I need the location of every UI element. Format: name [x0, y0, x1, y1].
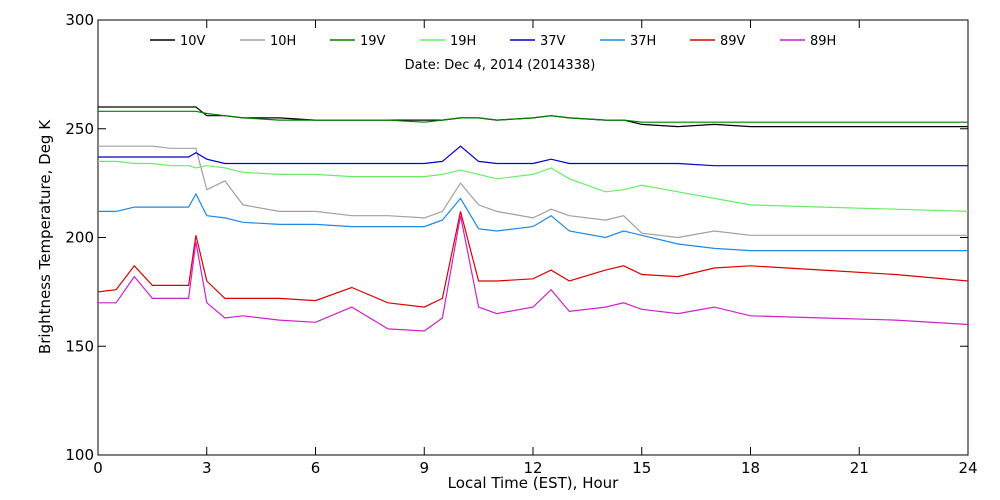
x-tick-label: 24 — [958, 459, 977, 477]
legend-label-37v: 37V — [540, 34, 566, 49]
legend-label-10h: 10H — [270, 34, 296, 49]
x-tick-label: 3 — [202, 459, 212, 477]
legend-label-89h: 89H — [810, 34, 836, 49]
series-line-37v — [98, 145, 968, 167]
legend-label-19h: 19H — [450, 34, 476, 49]
x-tick-label: 15 — [632, 459, 651, 477]
series-layer — [97, 106, 969, 332]
legend-label-19v: 19V — [360, 34, 386, 49]
y-tick-label: 300 — [65, 11, 94, 29]
x-tick-label: 6 — [311, 459, 321, 477]
plot-area-frame — [97, 19, 969, 456]
ticks-layer: 0 3 6 9 12 15 18 21 24 100 150 200 250 300 — [65, 11, 977, 477]
date-annotation: Date: Dec 4, 2014 (2014338) — [405, 58, 596, 73]
x-tick-label: 9 — [419, 459, 429, 477]
series-line-19v — [98, 110, 968, 123]
y-tick-label: 200 — [65, 229, 94, 247]
y-tick-label: 150 — [65, 337, 94, 355]
y-axis-title: Brightness Temperature, Deg K — [36, 119, 54, 354]
x-axis-title: Local Time (EST), Hour — [448, 474, 619, 492]
y-tick-label: 100 — [65, 446, 94, 464]
x-tick-label: 12 — [523, 459, 542, 477]
legend-label-37h: 37H — [630, 34, 656, 49]
series-line-89v — [97, 211, 969, 308]
x-tick-label: 21 — [850, 459, 869, 477]
y-tick-label: 250 — [65, 120, 94, 138]
series-line-10v — [98, 106, 968, 128]
series-line-37h — [98, 192, 968, 252]
x-tick-label: 0 — [93, 459, 103, 477]
series-line-89h — [98, 215, 969, 332]
series-line-10h — [98, 145, 968, 239]
x-tick-label: 18 — [741, 459, 760, 477]
legend-label-10v: 10V — [180, 34, 206, 49]
series-line-19h — [98, 160, 969, 212]
legend: 10V 10H 19V 19H 37V 37H 89V 89H — [150, 34, 836, 49]
legend-label-89v: 89V — [720, 34, 746, 49]
